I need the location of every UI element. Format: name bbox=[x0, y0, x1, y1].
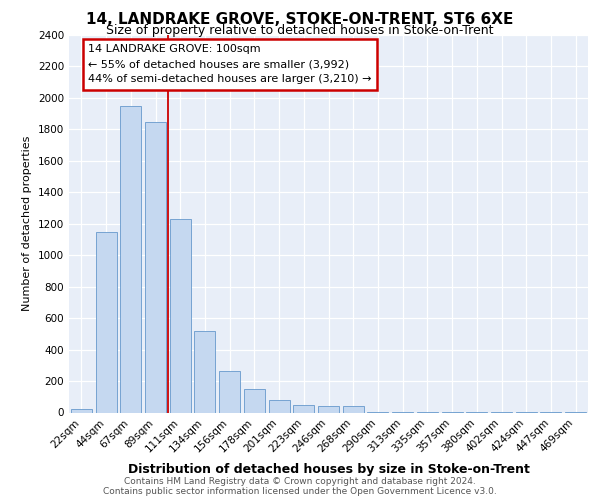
Bar bbox=[269, 400, 290, 412]
X-axis label: Distribution of detached houses by size in Stoke-on-Trent: Distribution of detached houses by size … bbox=[128, 462, 529, 475]
Bar bbox=[293, 404, 314, 412]
Bar bbox=[170, 219, 191, 412]
Bar bbox=[120, 106, 141, 412]
Y-axis label: Number of detached properties: Number of detached properties bbox=[22, 136, 32, 312]
Bar bbox=[343, 406, 364, 412]
Text: Size of property relative to detached houses in Stoke-on-Trent: Size of property relative to detached ho… bbox=[106, 24, 494, 37]
Bar bbox=[71, 408, 92, 412]
Bar bbox=[145, 122, 166, 412]
Bar bbox=[244, 389, 265, 412]
Text: Contains HM Land Registry data © Crown copyright and database right 2024.
Contai: Contains HM Land Registry data © Crown c… bbox=[103, 476, 497, 496]
Bar bbox=[219, 371, 240, 412]
Bar bbox=[95, 232, 116, 412]
Bar bbox=[318, 406, 339, 412]
Text: 14, LANDRAKE GROVE, STOKE-ON-TRENT, ST6 6XE: 14, LANDRAKE GROVE, STOKE-ON-TRENT, ST6 … bbox=[86, 12, 514, 28]
Text: 14 LANDRAKE GROVE: 100sqm
← 55% of detached houses are smaller (3,992)
44% of se: 14 LANDRAKE GROVE: 100sqm ← 55% of detac… bbox=[88, 44, 372, 84]
Bar bbox=[194, 330, 215, 412]
